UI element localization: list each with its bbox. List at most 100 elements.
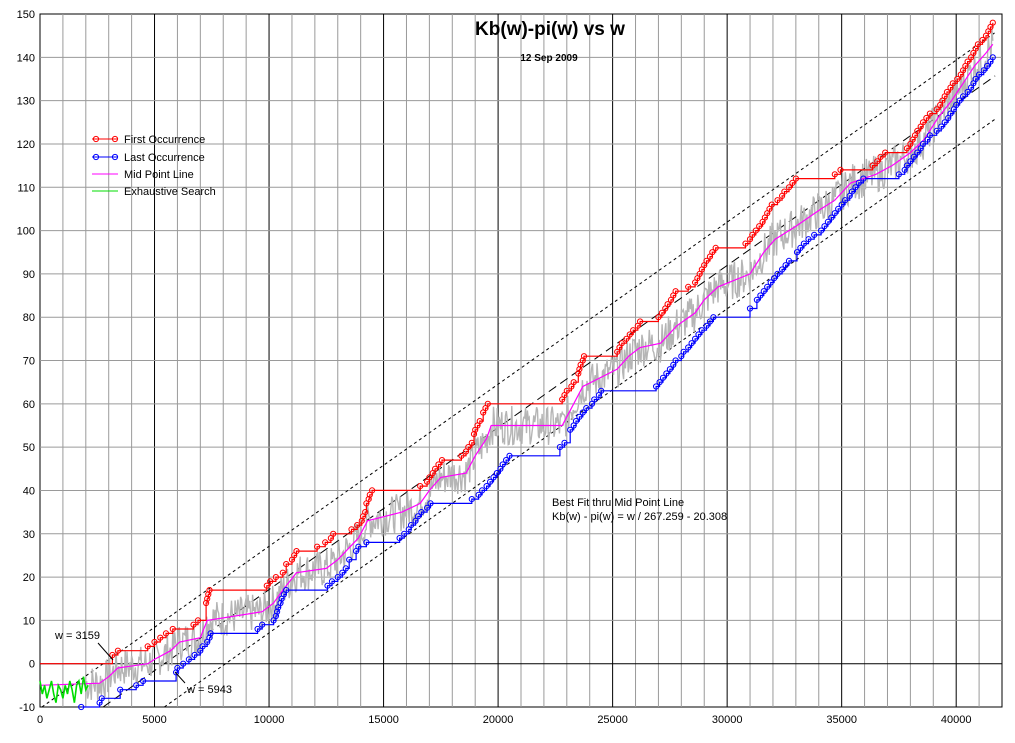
point-marker	[914, 127, 921, 134]
point-marker	[483, 483, 490, 490]
point-marker	[656, 379, 663, 386]
point-marker	[365, 496, 372, 503]
point-marker	[842, 197, 849, 204]
point-marker	[692, 335, 699, 342]
point-marker	[818, 227, 825, 234]
y-tick-label: 100	[17, 226, 35, 238]
point-marker	[903, 162, 911, 169]
point-marker	[779, 266, 786, 273]
point-marker	[980, 67, 987, 74]
point-marker	[369, 487, 376, 494]
point-marker	[781, 188, 788, 195]
legend-label-exhaustive: Exhaustive Search	[124, 186, 216, 198]
point-marker	[114, 647, 122, 654]
point-marker	[358, 517, 365, 524]
legend-marker-last-2	[111, 153, 119, 161]
point-marker	[797, 244, 804, 251]
point-marker	[465, 444, 472, 451]
point-marker	[658, 309, 666, 316]
point-marker	[835, 205, 842, 212]
point-marker	[563, 387, 570, 394]
point-marker	[418, 508, 425, 516]
point-marker	[438, 457, 446, 464]
markers	[78, 19, 996, 711]
point-marker	[427, 500, 434, 507]
point-marker	[933, 127, 940, 134]
point-marker	[838, 201, 845, 208]
point-marker	[860, 175, 867, 182]
point-marker	[695, 331, 702, 338]
y-tick-label: 30	[23, 529, 35, 541]
point-marker	[334, 574, 341, 581]
point-marker	[831, 210, 838, 217]
point-marker	[685, 283, 692, 290]
point-marker	[698, 327, 706, 334]
series-line-3	[39, 676, 89, 703]
point-marker	[793, 249, 801, 256]
point-marker	[685, 344, 692, 351]
legend-marker-first	[92, 135, 100, 143]
point-marker	[487, 478, 494, 485]
point-marker	[330, 530, 337, 537]
point-marker	[938, 123, 945, 130]
point-marker	[752, 227, 759, 234]
point-marker	[417, 483, 424, 490]
point-marker	[169, 625, 176, 633]
point-marker	[157, 634, 164, 641]
point-marker	[933, 106, 940, 113]
point-marker	[458, 452, 465, 459]
point-marker	[974, 41, 982, 48]
point-marker	[339, 569, 346, 576]
y-tick-label: 110	[17, 182, 35, 194]
point-marker	[396, 535, 403, 542]
point-marker	[468, 439, 475, 446]
point-marker	[663, 370, 670, 377]
point-marker	[710, 314, 717, 321]
point-marker	[855, 179, 862, 186]
legend: First Occurrence Last Occurrence Mid Poi…	[92, 134, 216, 198]
point-marker	[267, 578, 274, 585]
point-marker	[293, 548, 300, 555]
point-marker	[630, 327, 637, 334]
point-marker	[956, 97, 963, 104]
annotation-w-first: w = 3159	[54, 630, 114, 661]
point-marker	[133, 682, 140, 689]
annotation-w-last-pointer	[174, 671, 186, 684]
point-marker	[109, 651, 116, 659]
point-marker	[162, 630, 170, 637]
point-marker	[666, 366, 674, 373]
point-marker	[342, 565, 349, 572]
point-marker	[468, 496, 475, 503]
point-marker	[800, 240, 808, 247]
point-marker	[475, 491, 482, 498]
point-marker	[180, 660, 187, 667]
grid	[40, 14, 1002, 707]
point-marker	[277, 599, 284, 607]
axis-labels: 0 5000 10000 15000 20000 25000 30000 35000 40000…	[17, 9, 972, 726]
point-marker	[424, 504, 431, 511]
point-marker	[746, 305, 754, 312]
point-marker	[764, 283, 771, 290]
point-marker	[972, 75, 979, 83]
point-marker	[954, 75, 961, 83]
legend-marker-last	[92, 153, 100, 161]
point-marker	[774, 197, 781, 204]
point-marker	[575, 370, 582, 377]
point-marker	[989, 19, 996, 26]
x-tick-label: 15000	[368, 714, 399, 726]
point-marker	[572, 418, 580, 425]
point-marker	[824, 218, 832, 225]
point-marker	[117, 686, 124, 693]
point-marker	[949, 80, 956, 87]
point-marker	[672, 288, 679, 295]
point-marker	[426, 474, 433, 481]
y-tick-label: 120	[17, 139, 35, 151]
point-marker	[984, 62, 991, 70]
point-marker	[941, 119, 948, 126]
point-marker	[757, 292, 764, 299]
point-marker	[659, 374, 667, 381]
point-marker	[903, 145, 911, 152]
point-marker	[756, 223, 763, 230]
point-marker	[144, 643, 151, 650]
